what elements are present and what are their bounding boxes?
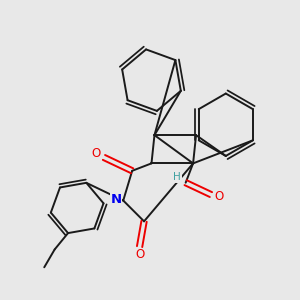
- Text: N: N: [110, 193, 122, 206]
- Text: H: H: [173, 172, 181, 182]
- Text: O: O: [214, 190, 224, 203]
- Text: O: O: [92, 147, 101, 161]
- Text: O: O: [135, 248, 144, 261]
